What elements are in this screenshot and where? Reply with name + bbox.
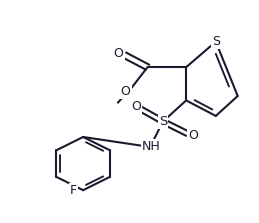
Text: O: O bbox=[131, 100, 141, 113]
Text: S: S bbox=[212, 35, 220, 48]
Text: O: O bbox=[114, 47, 124, 60]
Text: O: O bbox=[188, 129, 198, 142]
Text: NH: NH bbox=[142, 140, 161, 153]
Text: F: F bbox=[70, 184, 77, 197]
Text: O: O bbox=[121, 85, 131, 98]
Text: S: S bbox=[159, 115, 167, 128]
